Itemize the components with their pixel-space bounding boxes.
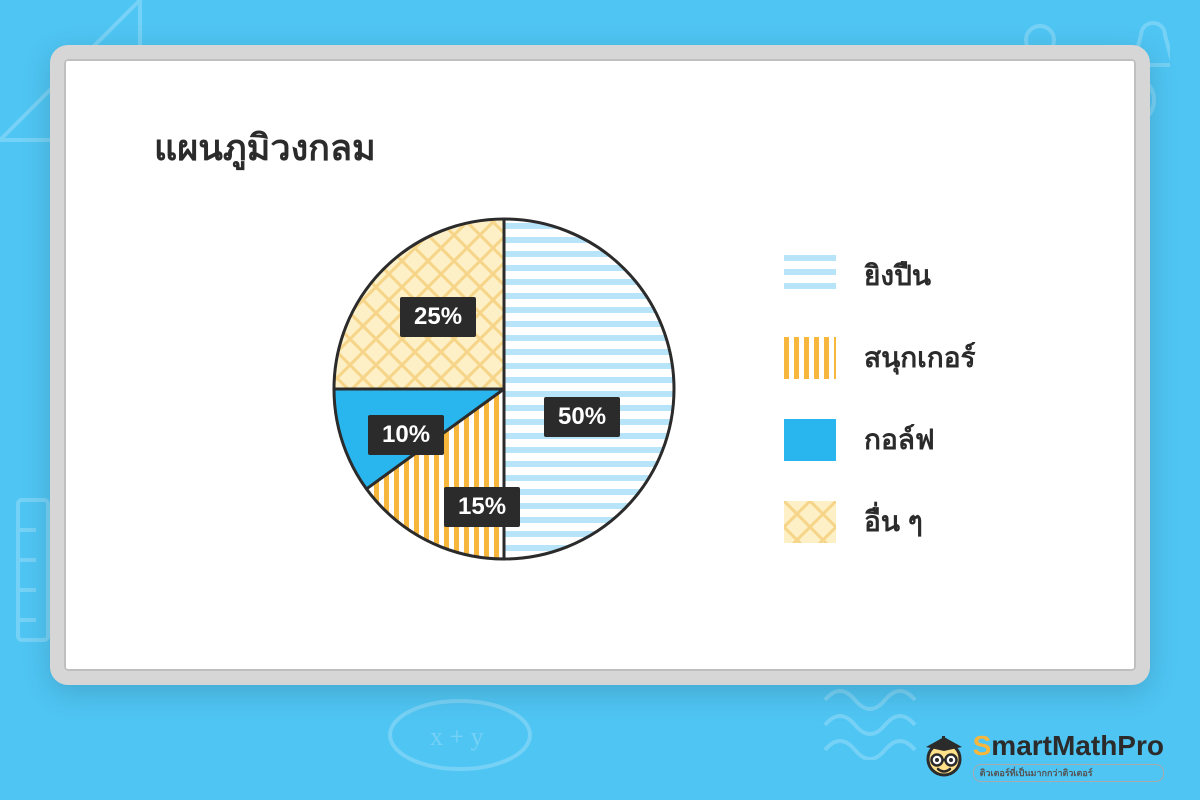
brand-tagline: ติวเตอร์ที่เป็นมากกว่าติวเตอร์ <box>973 764 1164 782</box>
pct-label-shooting: 50% <box>544 397 620 437</box>
legend-label-2: กอล์ฟ <box>864 418 935 462</box>
brand-name: martMathPro <box>991 730 1164 761</box>
chart-title: แผนภูมิวงกลม <box>154 119 376 176</box>
legend-swatch-1 <box>784 337 836 379</box>
pct-label-golf: 10% <box>368 415 444 455</box>
legend-row-0: ยิงปืน <box>784 254 976 298</box>
legend-swatch-2 <box>784 419 836 461</box>
legend-label-0: ยิงปืน <box>864 254 931 298</box>
legend: ยิงปืนสนุกเกอร์กอล์ฟอื่น ๆ <box>784 254 976 582</box>
legend-label-3: อื่น ๆ <box>864 500 923 544</box>
pie-chart: 50% 15%10% 25% <box>324 209 684 574</box>
legend-swatch-0 <box>784 255 836 297</box>
pct-label-other: 25% <box>400 297 476 337</box>
pct-label-snooker: 15% <box>444 487 520 527</box>
legend-swatch-3 <box>784 501 836 543</box>
pie-slice-shooting <box>504 219 674 559</box>
legend-row-2: กอล์ฟ <box>784 418 976 462</box>
whiteboard: แผนภูมิวงกลม 50% 15%10% 25% ยิงปืนสนุกเกอร… <box>50 45 1150 685</box>
legend-label-1: สนุกเกอร์ <box>864 336 976 380</box>
brand-accent: S <box>973 730 992 761</box>
legend-row-3: อื่น ๆ <box>784 500 976 544</box>
bg-doodle-math: x + y <box>380 690 540 780</box>
svg-text:x + y: x + y <box>430 722 484 751</box>
brand-logo: SmartMathPro ติวเตอร์ที่เป็นมากกว่าติวเต… <box>921 730 1164 782</box>
legend-row-1: สนุกเกอร์ <box>784 336 976 380</box>
brand-mascot-icon <box>921 733 967 779</box>
